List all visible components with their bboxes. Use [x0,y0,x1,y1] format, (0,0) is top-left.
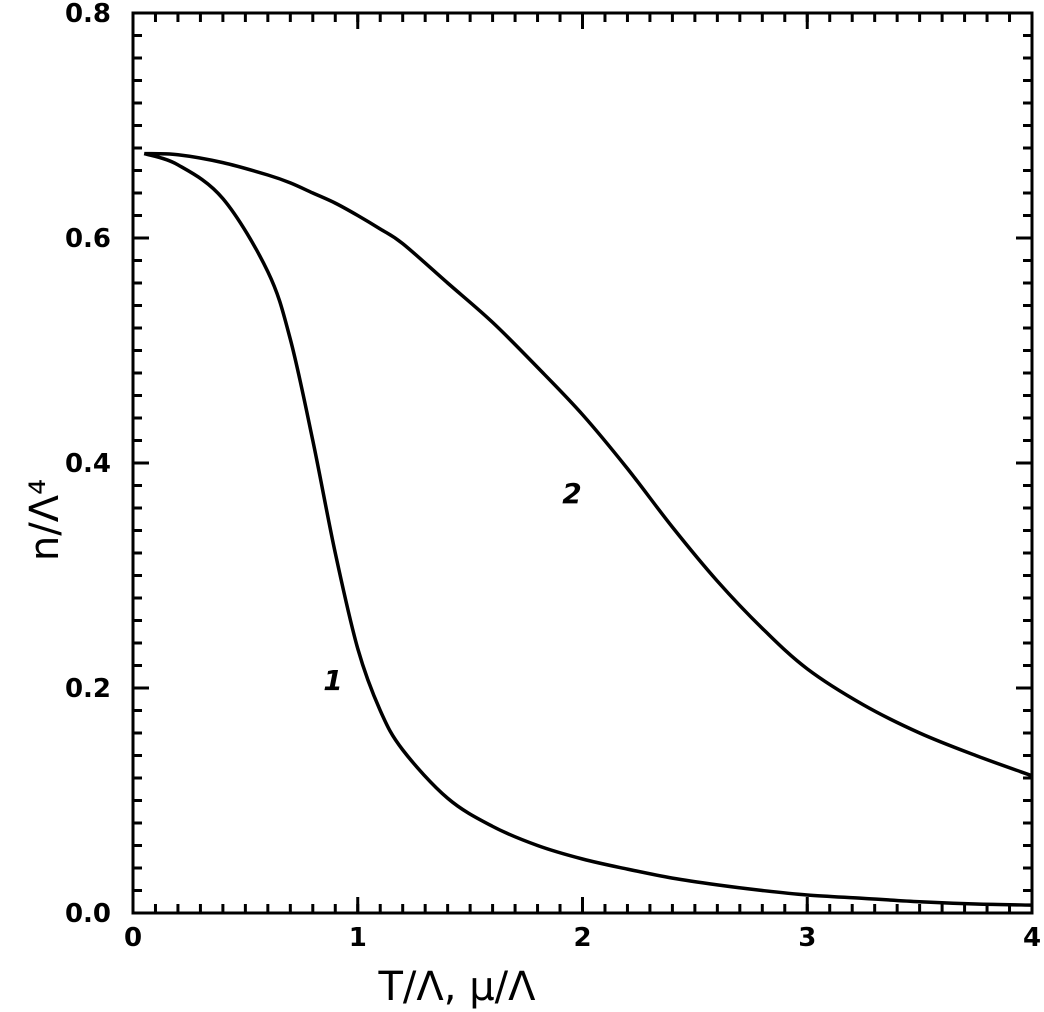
curve-label: 1 [323,664,342,697]
curve [144,151,1033,778]
y-tick-label: 0.6 [65,224,111,254]
y-tick-label: 0.8 [65,0,111,29]
x-tick-label: 2 [573,923,591,953]
curve [143,151,1033,907]
x-tick-label: 3 [798,923,816,953]
curve-label: 2 [562,477,581,510]
x-tick-label: 1 [349,923,367,953]
y-axis-label: n/Λ⁴ [22,479,68,561]
y-tick-label: 0.4 [65,449,111,479]
x-tick-label: 4 [1023,923,1041,953]
x-axis-label: T/Λ, μ/Λ [378,964,537,1010]
y-tick-label: 0.2 [65,674,111,704]
x-tick-label: 0 [124,923,142,953]
plot-frame [131,11,1034,915]
y-tick-label: 0.0 [65,899,111,929]
